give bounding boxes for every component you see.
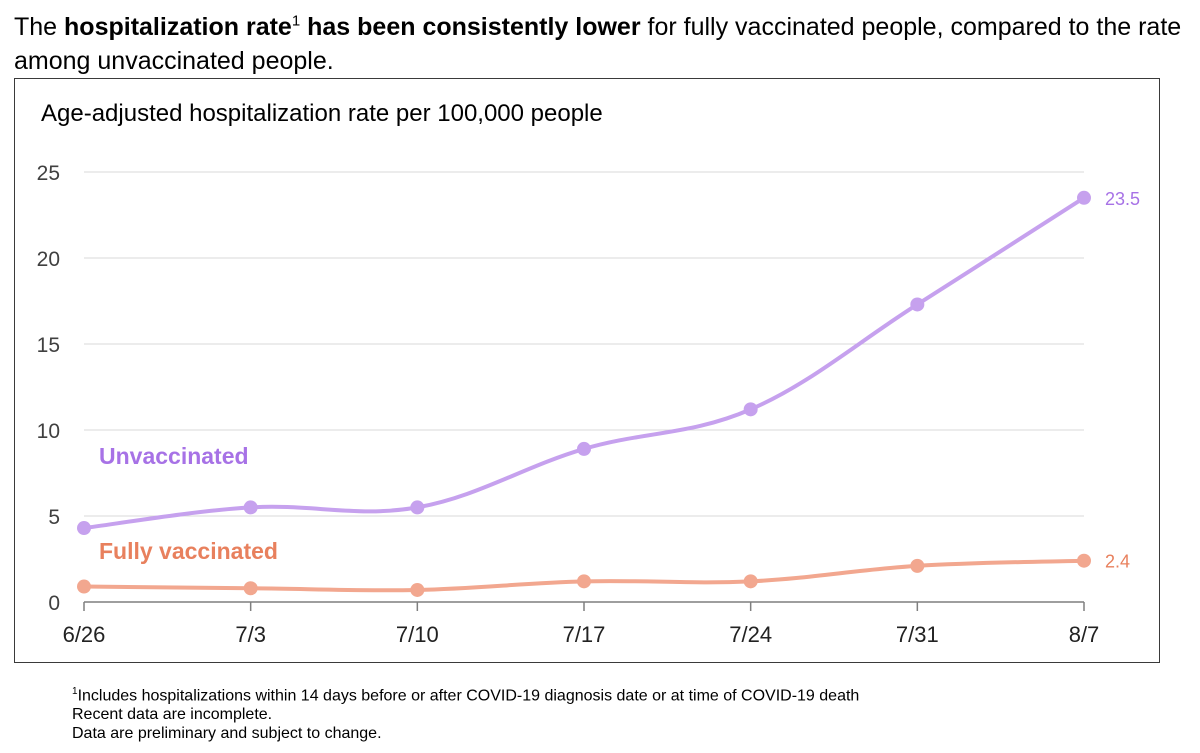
fully-vaccinated-data-point (910, 558, 925, 573)
fully-vaccinated-end-value-label: 2.4 (1105, 552, 1130, 572)
fully-vaccinated-series-label: Fully vaccinated (99, 538, 278, 564)
x-tick-label: 7/3 (235, 622, 266, 647)
unvaccinated-series-line (82, 195, 1086, 531)
unvaccinated-data-point (910, 297, 925, 312)
headline-text-rest: for fully vaccinated people, compared to… (14, 13, 1182, 75)
headline-bold-lower: has been consistently lower (300, 13, 641, 41)
labels: Unvaccinated 23.5 Fully vaccinated 2.4 (99, 189, 1140, 572)
unvaccinated-end-value-label: 23.5 (1105, 189, 1140, 209)
x-tick-label: 6/26 (63, 622, 106, 647)
unvaccinated-data-point (410, 500, 425, 515)
x-tick-label: 8/7 (1069, 622, 1100, 647)
chart-title: Age-adjusted hospitalization rate per 10… (41, 100, 603, 127)
unvaccinated-data-point (577, 441, 591, 456)
x-tick-label: 7/24 (729, 622, 772, 647)
unvaccinated-series-label: Unvaccinated (99, 443, 249, 469)
footnote-1-text: Includes hospitalizations within 14 days… (77, 687, 860, 705)
x-tick-label: 7/31 (896, 622, 939, 647)
footnote-1: 1Includes hospitalizations within 14 day… (72, 682, 859, 705)
unvaccinated-data-point (77, 521, 91, 536)
y-tick-label: 0 (48, 592, 60, 615)
series (77, 190, 1091, 597)
headline-text: The (14, 13, 65, 41)
fully-vaccinated-data-point (243, 581, 258, 596)
unvaccinated-data-point (1077, 190, 1091, 205)
headline-bold-rate: hospitalization rate (64, 13, 292, 41)
fully-vaccinated-data-point (577, 574, 591, 589)
y-tick-label: 20 (37, 248, 60, 271)
y-tick-label: 5 (48, 506, 60, 529)
y-tick-label: 25 (37, 162, 60, 185)
line-chart: Age-adjusted hospitalization rate per 10… (37, 100, 1140, 647)
unvaccinated-data-point (743, 402, 758, 417)
y-tick-label: 15 (37, 334, 60, 357)
fully-vaccinated-data-point (743, 574, 758, 589)
fully-vaccinated-data-point (77, 579, 91, 594)
headline: The hospitalization rate1 has been consi… (14, 10, 1184, 78)
chart-frame: Age-adjusted hospitalization rate per 10… (14, 78, 1160, 663)
footnote-2: Recent data are incomplete. (72, 706, 273, 724)
y-tick-label: 10 (37, 420, 60, 443)
gridlines (84, 171, 1084, 517)
fully-vaccinated-data-point (1077, 553, 1091, 568)
headline-footnote-marker: 1 (291, 12, 301, 30)
footnotes: 1Includes hospitalizations within 14 day… (72, 682, 859, 743)
x-tick-label: 7/10 (396, 622, 439, 647)
x-tick-label: 7/17 (563, 622, 606, 647)
unvaccinated-data-point (243, 500, 258, 515)
axes: 0 5 10 15 20 25 6/26 7/3 7/10 7/17 7/24 7/31 8/7 (37, 162, 1100, 647)
fully-vaccinated-data-point (410, 582, 425, 597)
footnote-marker: 1 (72, 686, 78, 697)
footnote-3: Data are preliminary and subject to chan… (72, 725, 382, 743)
